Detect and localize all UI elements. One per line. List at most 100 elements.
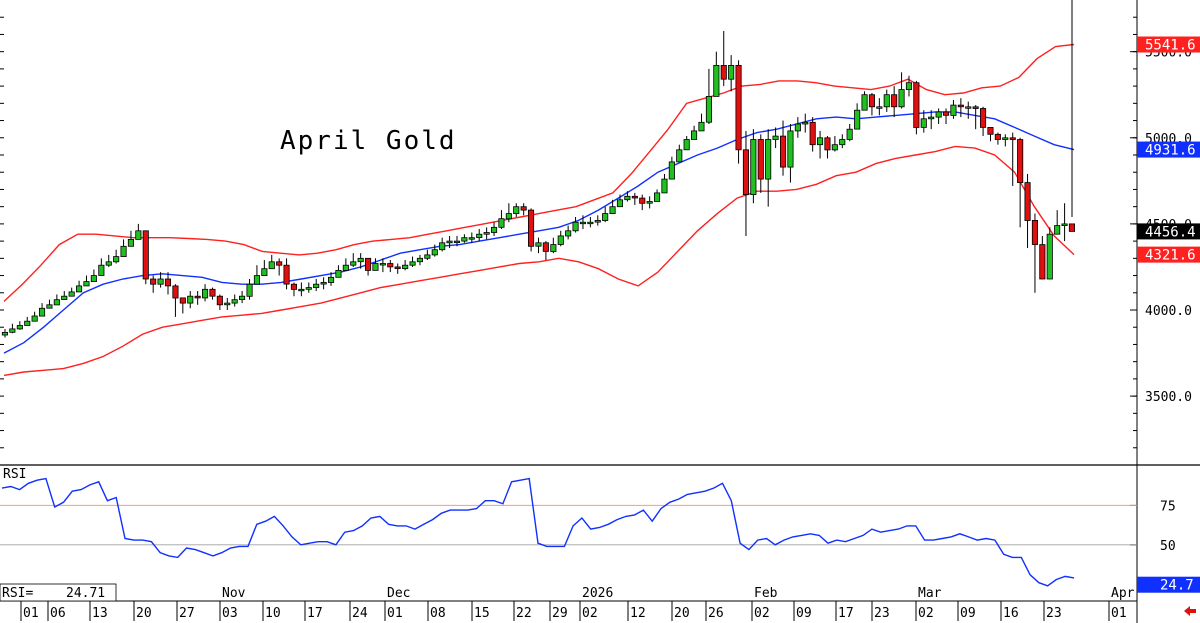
- candle-body: [683, 139, 690, 151]
- price-tick-label: 3500.0: [1145, 390, 1192, 405]
- candle-body: [431, 249, 438, 256]
- candle-body: [379, 263, 386, 266]
- candle-body: [631, 195, 638, 199]
- rsi-readout-value: 24.71: [66, 586, 105, 601]
- candle-body: [935, 111, 942, 118]
- candle-body: [453, 240, 460, 244]
- month-label: Dec: [387, 586, 410, 601]
- candle-body: [483, 232, 490, 235]
- candle-body: [535, 242, 542, 247]
- candle-body: [246, 283, 253, 297]
- candle-body: [424, 254, 431, 259]
- candle-body: [335, 269, 342, 278]
- candle-body: [846, 128, 853, 140]
- rsi-tick-label: 50: [1160, 539, 1176, 554]
- candle-body: [1002, 137, 1009, 140]
- candle-body: [639, 197, 646, 204]
- candle-body: [505, 213, 512, 220]
- date-tick-label: 08: [430, 606, 446, 621]
- candle-body: [24, 320, 31, 326]
- candle-body: [1031, 219, 1039, 245]
- candle-body: [83, 281, 90, 287]
- candle-body: [728, 65, 735, 80]
- upper-band-line: [3, 43, 1075, 302]
- date-tick-label: 17: [838, 606, 854, 621]
- candle-body: [520, 206, 527, 211]
- candle-body: [565, 230, 572, 237]
- date-tick-label: 20: [674, 606, 690, 621]
- candle-body: [439, 242, 446, 251]
- rsi-readout-box: [0, 583, 117, 602]
- candle-body: [1039, 244, 1046, 280]
- date-tick-label: 01: [1111, 606, 1127, 621]
- candle-body: [150, 278, 157, 285]
- candle-body: [201, 288, 209, 299]
- date-tick-label: 15: [474, 606, 490, 621]
- candle-body: [994, 133, 1001, 140]
- candle-body: [231, 299, 238, 304]
- candle-body: [676, 149, 683, 163]
- candle-body: [187, 295, 194, 304]
- candle-body: [416, 257, 423, 263]
- date-tick-label: 13: [92, 606, 108, 621]
- candle-body: [905, 82, 912, 90]
- candle-body: [98, 264, 105, 276]
- lower-band-line: [3, 145, 1075, 377]
- date-tick-label: 09: [960, 606, 976, 621]
- date-tick-label: 02: [582, 606, 598, 621]
- candle-body: [290, 283, 297, 290]
- candle-body: [39, 307, 46, 317]
- candle-body: [913, 82, 920, 128]
- price-value-tag-label: 4456.4: [1145, 224, 1196, 240]
- month-label: Nov: [222, 586, 246, 601]
- bollinger-bands: [3, 43, 1075, 377]
- price-value-tag-label: 4321.6: [1145, 248, 1196, 264]
- rsi-tick-label: 75: [1160, 499, 1176, 514]
- candle-body: [809, 121, 816, 146]
- date-tick-label: 01: [23, 606, 39, 621]
- candle-body: [817, 137, 824, 146]
- candle-body: [594, 219, 601, 223]
- date-tick-label: 09: [796, 606, 812, 621]
- price-value-tag-box: [1137, 36, 1200, 53]
- candle-body: [164, 278, 172, 287]
- candle-body: [542, 242, 549, 252]
- candle-body: [276, 261, 283, 266]
- date-tick-label: 17: [307, 606, 323, 621]
- candle-body: [224, 302, 231, 306]
- candle-body: [179, 297, 186, 304]
- candle-body: [1061, 223, 1068, 226]
- candle-body: [9, 328, 16, 333]
- candle-body: [53, 299, 60, 306]
- price-tick-label: 4000.0: [1145, 304, 1192, 319]
- candle-body: [794, 123, 801, 132]
- date-tick-label: 23: [1046, 606, 1062, 621]
- candle-body: [68, 291, 75, 297]
- rsi-value-tag-box: [1137, 576, 1200, 593]
- candle-body: [965, 106, 972, 109]
- candle-body: [127, 238, 135, 247]
- date-tick-label: 26: [708, 606, 724, 621]
- candle-body: [105, 261, 112, 266]
- date-tick-label: 02: [918, 606, 934, 621]
- candle-body: [342, 264, 349, 271]
- date-tick-label: 16: [1003, 606, 1019, 621]
- candle-body: [920, 118, 927, 128]
- candle-body: [305, 287, 312, 290]
- candle-body: [735, 65, 742, 151]
- date-axis: 01 06 13 20 27 03 10 17 24 01 08 15 22 29 02 12 20 26 02 09…: [20, 586, 1135, 621]
- candle-body: [357, 257, 364, 263]
- scroll-left-arrow-icon[interactable]: [1184, 606, 1196, 616]
- candle-body: [76, 285, 83, 293]
- candle-body: [787, 130, 794, 168]
- chart-title: April Gold: [280, 126, 457, 156]
- date-tick-label: 01: [387, 606, 403, 621]
- candle-body: [313, 283, 320, 289]
- candle-body: [624, 195, 631, 201]
- candle-body: [216, 295, 223, 306]
- candle-body: [646, 201, 653, 204]
- candle-body: [1068, 223, 1076, 232]
- candle-body: [402, 264, 409, 270]
